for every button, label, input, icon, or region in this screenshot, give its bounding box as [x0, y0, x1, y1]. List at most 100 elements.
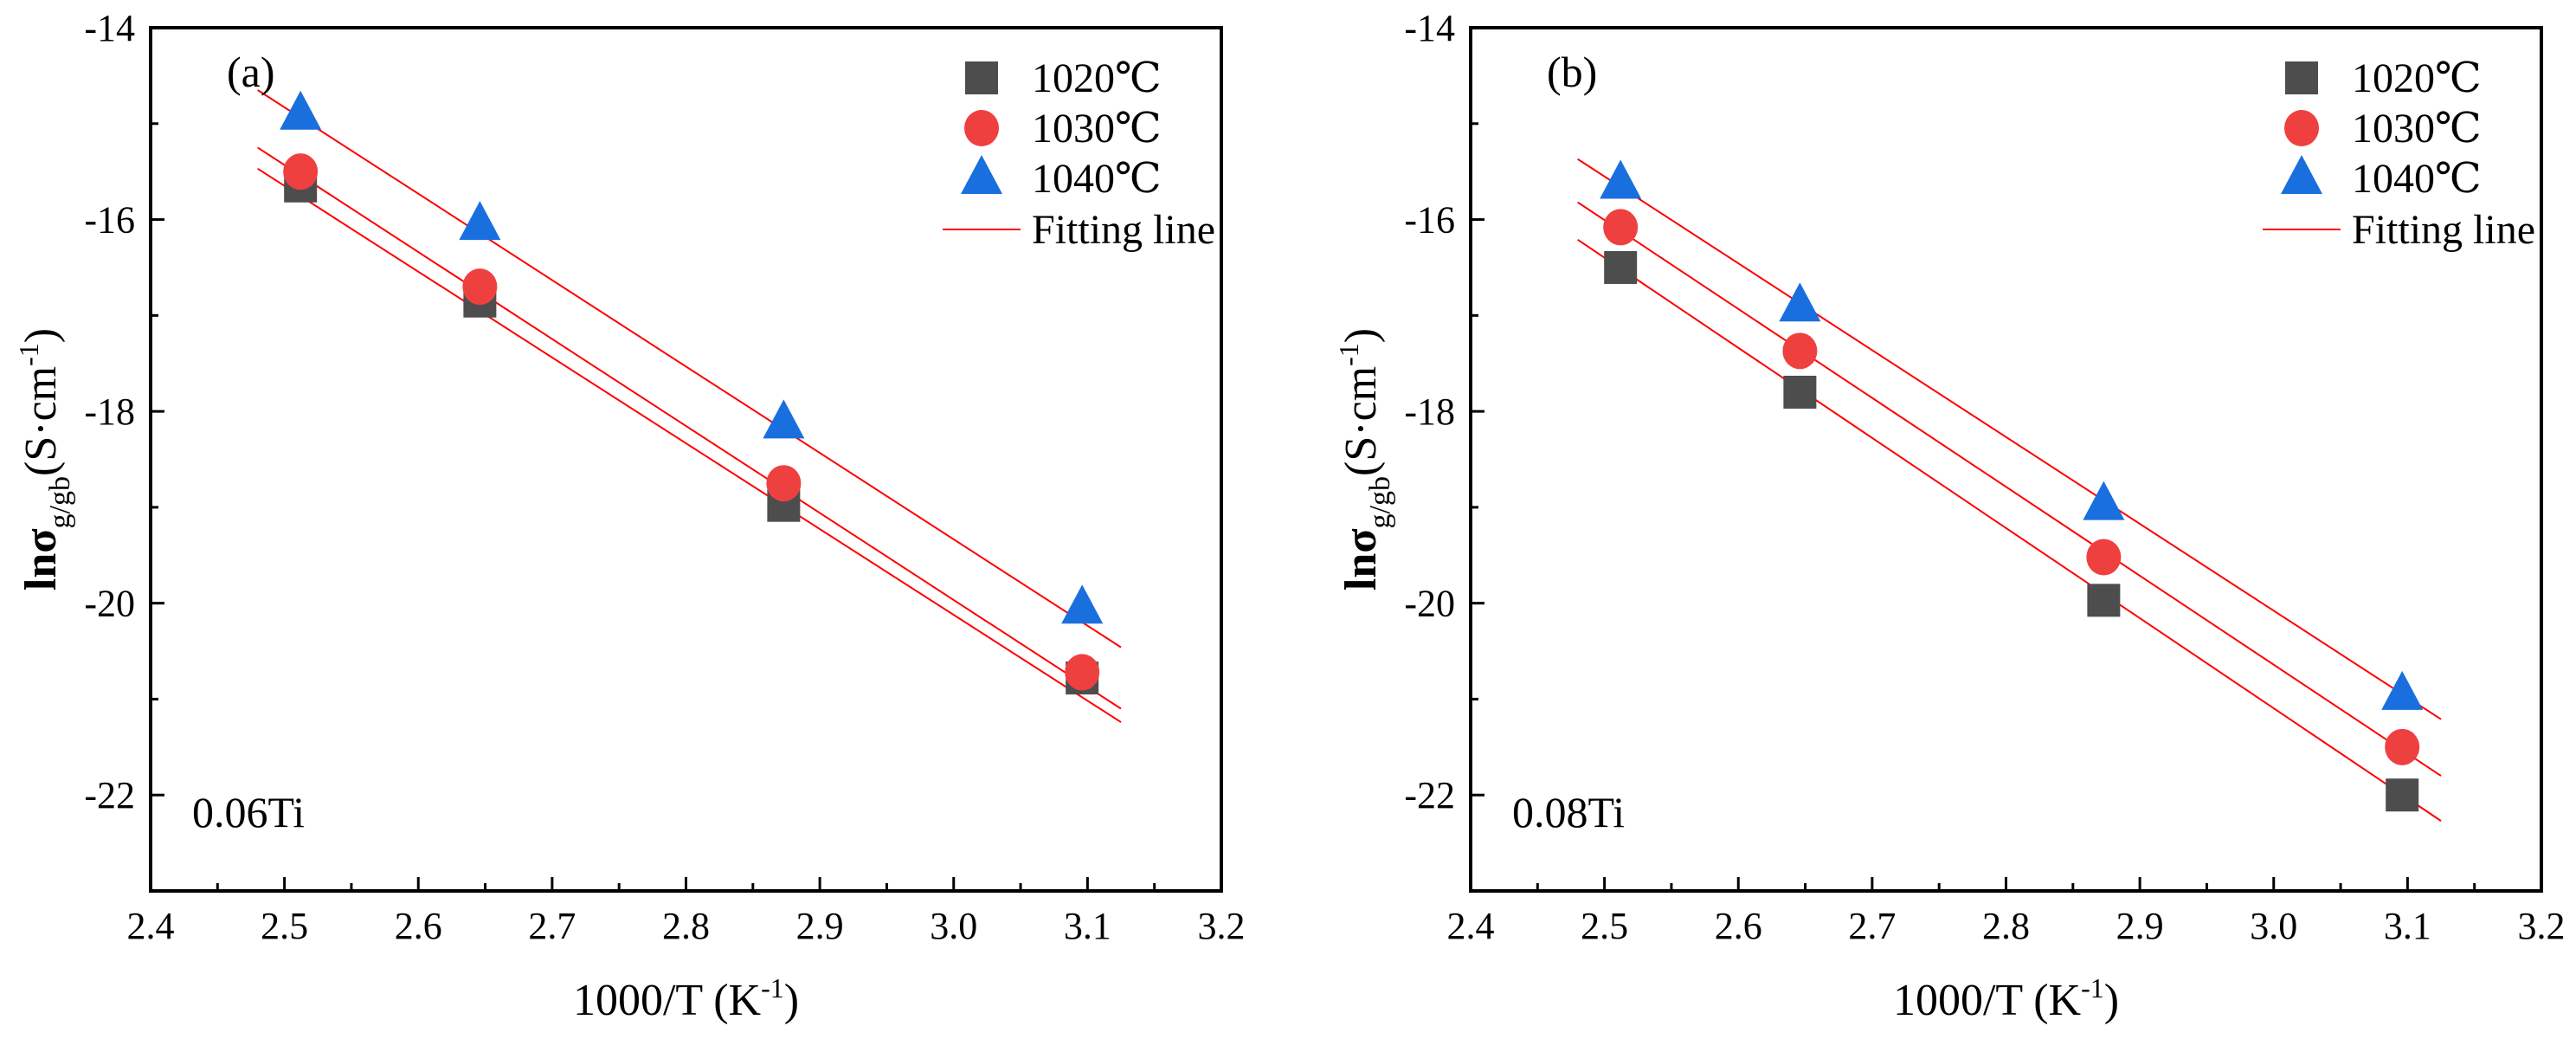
x-tick-label: 2.7: [1848, 905, 1896, 947]
series-2: [1600, 159, 2424, 710]
x-tick-label: 2.8: [662, 905, 710, 947]
composition-label: 0.08Ti: [1512, 788, 1625, 836]
y-title-unit: (S·cm: [16, 366, 66, 476]
data-point: [1783, 375, 1817, 409]
fitting-line-1: [257, 146, 1122, 710]
y-title-end: ): [1336, 328, 1386, 343]
x-title-sup: -1: [761, 972, 784, 1004]
data-point: [2083, 481, 2125, 520]
data-point: [1065, 654, 1100, 691]
legend-marker-2: [2281, 155, 2322, 194]
y-tick-label: -14: [84, 7, 135, 49]
data-point: [283, 153, 319, 190]
x-tick-label: 3.0: [930, 905, 977, 947]
legend-label: 1030℃: [2352, 106, 2482, 152]
legend-label: 1020℃: [1032, 55, 1162, 101]
data-point: [2385, 728, 2420, 765]
legend-marker-2: [961, 155, 1002, 194]
series-1: [1603, 209, 2420, 765]
y-tick-label: -20: [1404, 583, 1455, 625]
x-title-main: 1000/T (K: [1893, 976, 2082, 1025]
x-tick-label: 3.1: [1064, 905, 1111, 947]
x-axis: 2.4 2.5 2.6 2.7 2.8 2.9 3.0 3.1 3.2: [1447, 877, 2566, 947]
legend-marker-1: [964, 110, 999, 146]
x-tick-label: 2.4: [1447, 905, 1495, 947]
y-tick-label: -18: [1404, 390, 1455, 433]
data-point: [2381, 670, 2424, 710]
data-point: [766, 465, 802, 502]
plot-frame: [1469, 26, 2543, 893]
x-tick-label: 2.6: [1715, 905, 1762, 947]
x-tick-label: 2.6: [395, 905, 442, 947]
series-0: [1604, 250, 2419, 812]
x-tick-label: 3.2: [1198, 905, 1246, 947]
series-1: [283, 153, 1100, 691]
y-title-main: lnσ: [16, 528, 66, 590]
y-tick-label: -22: [84, 774, 135, 816]
data-point: [2086, 539, 2122, 576]
x-tick-label: 2.5: [261, 905, 308, 947]
panel-label: (a): [227, 48, 275, 96]
y-axis: -14 -16 -18 -20 -22: [1404, 7, 1484, 893]
data-point: [1782, 332, 1818, 370]
fitting-line-0: [1577, 238, 2442, 822]
y-axis-title: lnσg/gb(S·cm-1): [1333, 328, 1396, 590]
y-title-sup: -1: [1333, 343, 1364, 366]
x-tick-label: 2.8: [1982, 905, 2030, 947]
y-axis-title: lnσg/gb(S·cm-1): [13, 328, 76, 590]
y-tick-label: -14: [1404, 7, 1455, 49]
x-title-main: 1000/T (K: [573, 976, 762, 1025]
data-point: [1604, 250, 1638, 284]
legend-marker-0: [965, 61, 998, 94]
y-title-sup: -1: [13, 343, 44, 366]
fitting-line-0: [257, 168, 1122, 723]
data-point: [280, 90, 322, 130]
legend-label: 1040℃: [1032, 156, 1162, 202]
y-tick-label: -20: [84, 583, 135, 625]
x-axis: 2.4 2.5 2.6 2.7 2.8 2.9 3.0 3.1 3.2: [127, 877, 1246, 947]
data-point: [1061, 584, 1104, 624]
x-tick-label: 2.5: [1581, 905, 1628, 947]
panel-b: 2.4 2.5 2.6 2.7 2.8 2.9 3.0 3.1 3.2-14-16-18-20-…: [1333, 7, 2566, 1025]
fitting-line-2: [1577, 158, 2442, 720]
y-title-end: ): [16, 328, 66, 343]
legend-label: Fitting line: [1032, 207, 1215, 253]
y-title-sub: g/gb: [1364, 476, 1396, 528]
x-tick-label: 2.9: [2116, 905, 2164, 947]
x-title-end: ): [784, 976, 799, 1025]
y-title-main: lnσ: [1336, 528, 1386, 590]
data-point: [1603, 209, 1639, 246]
x-tick-label: 2.4: [127, 905, 175, 947]
y-axis: -14 -16 -18 -20 -22: [84, 7, 164, 893]
x-title-end: ): [2104, 976, 2119, 1025]
data-point: [1779, 282, 1821, 322]
data-point: [763, 399, 805, 439]
legend-marker-0: [2285, 61, 2318, 94]
y-title-unit: (S·cm: [1336, 366, 1386, 476]
fitting-line-1: [1577, 201, 2442, 777]
legend-label: 1020℃: [2352, 55, 2482, 101]
y-tick-label: -22: [1404, 774, 1455, 816]
x-tick-label: 2.9: [796, 905, 844, 947]
legend-label: 1030℃: [1032, 106, 1162, 152]
x-tick-label: 3.1: [2384, 905, 2431, 947]
panel-a: 2.4 2.5 2.6 2.7 2.8 2.9 3.0 3.1 3.2-14-16-18-20-…: [13, 7, 1246, 1025]
x-tick-label: 3.0: [2250, 905, 2297, 947]
x-tick-label: 3.2: [2518, 905, 2566, 947]
data-point: [462, 268, 498, 306]
fitting-line-2: [257, 89, 1122, 649]
y-tick-label: -16: [1404, 199, 1455, 242]
x-title-sup: -1: [2081, 972, 2104, 1004]
data-point: [1600, 159, 1642, 199]
y-tick-label: -16: [84, 199, 135, 242]
data-point: [459, 201, 501, 241]
x-tick-label: 2.7: [528, 905, 576, 947]
composition-label: 0.06Ti: [192, 788, 305, 836]
legend-label: 1040℃: [2352, 156, 2482, 202]
legend-label: Fitting line: [2352, 207, 2535, 253]
x-axis-title: 1000/T (K-1): [1893, 972, 2119, 1025]
legend-marker-1: [2284, 110, 2319, 146]
